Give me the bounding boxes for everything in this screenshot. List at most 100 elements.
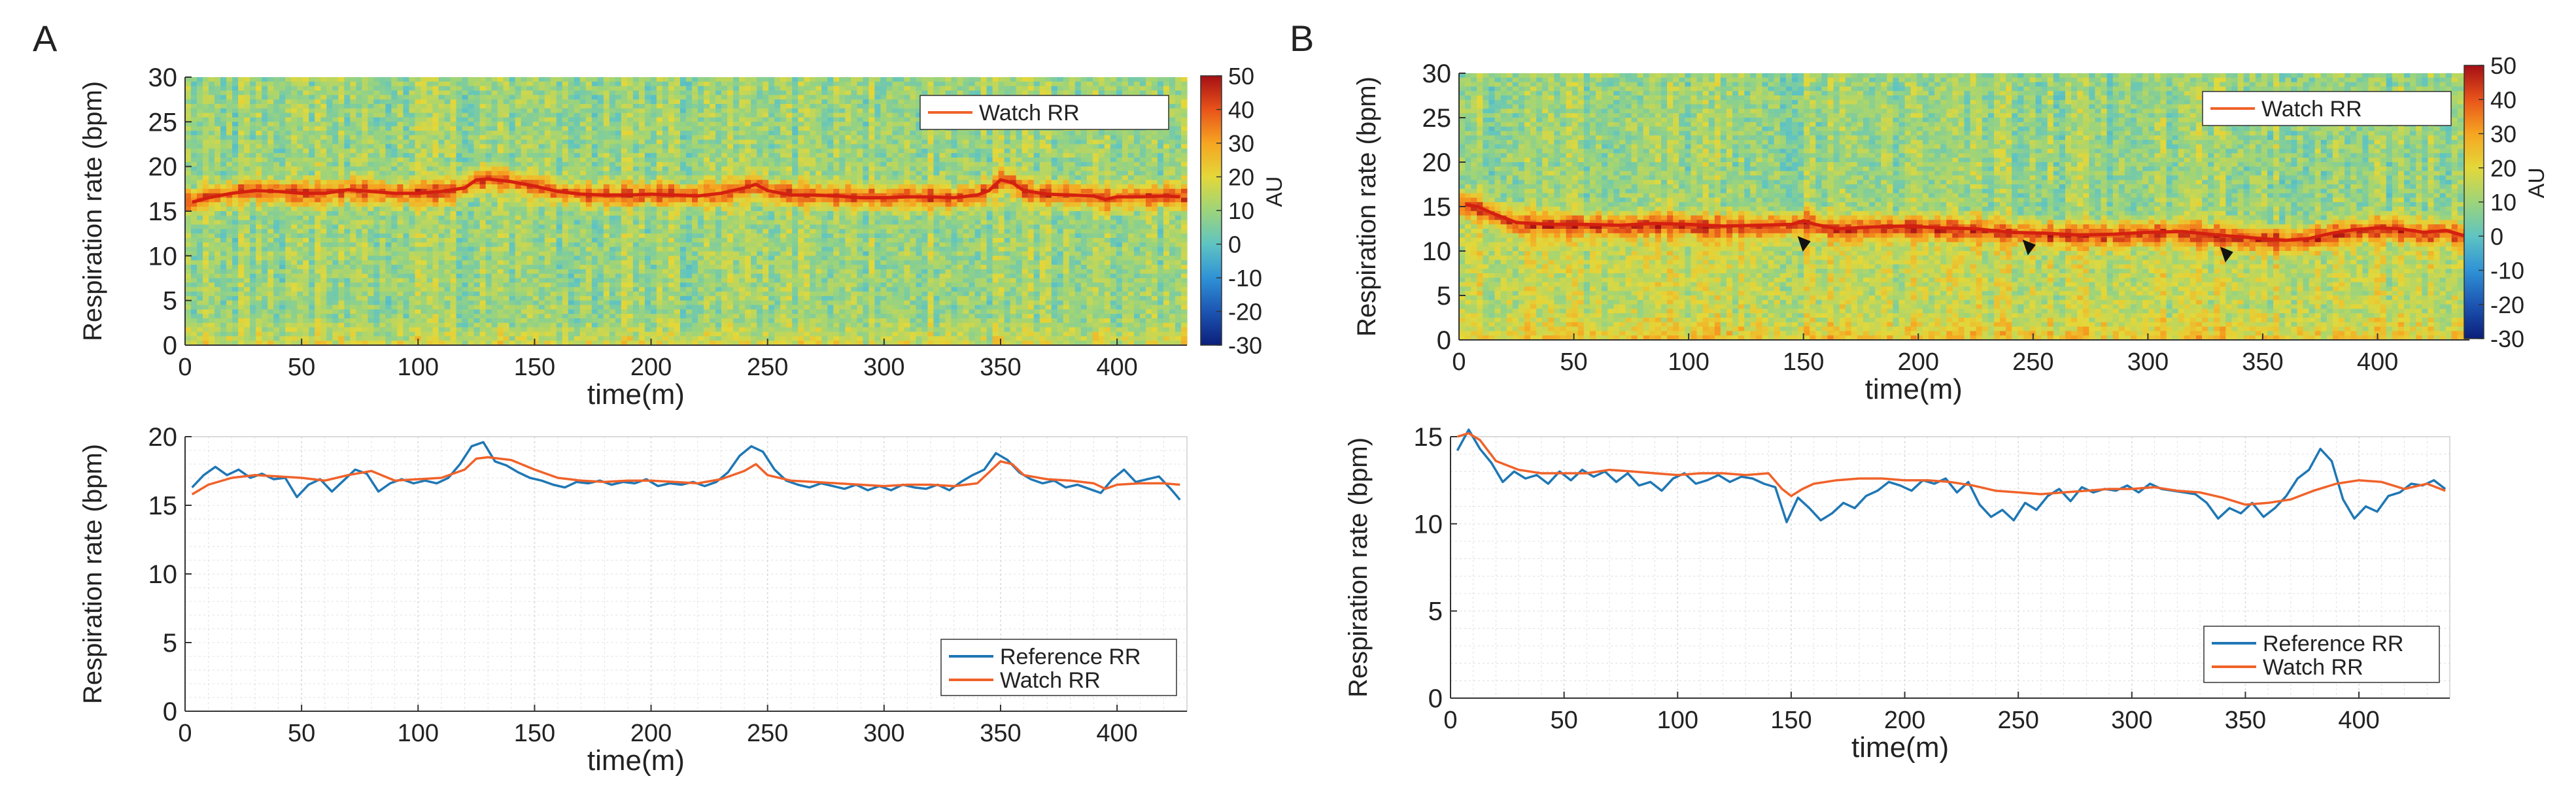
heatmap-cell: [538, 242, 545, 248]
heatmap-cell: [603, 336, 610, 341]
heatmap-cell: [338, 314, 345, 319]
heatmap-cell: [338, 309, 345, 314]
heatmap-cell: [432, 287, 439, 292]
heatmap-cell: [397, 251, 404, 256]
heatmap-cell: [226, 211, 233, 216]
heatmap-cell: [479, 238, 487, 243]
heatmap-cell: [485, 184, 492, 190]
heatmap-cell: [662, 126, 669, 131]
heatmap-cell: [344, 95, 351, 100]
heatmap-cell: [244, 269, 250, 275]
heatmap-cell: [373, 282, 380, 288]
heatmap-cell: [273, 238, 280, 243]
heatmap-cell: [521, 260, 528, 265]
heatmap-cell: [479, 81, 487, 87]
heatmap-cell: [262, 144, 268, 149]
heatmap-cell: [291, 193, 298, 199]
heatmap-cell: [215, 233, 221, 239]
heatmap-cell: [456, 300, 463, 306]
heatmap-cell: [468, 305, 475, 310]
heatmap-cell: [350, 211, 356, 216]
heatmap-cell: [385, 220, 392, 226]
heatmap-cell: [197, 260, 203, 265]
heatmap-cell: [267, 341, 274, 346]
heatmap-cell: [250, 77, 256, 82]
heatmap-cell: [656, 233, 663, 239]
heatmap-cell: [379, 144, 386, 149]
heatmap-cell: [309, 144, 315, 149]
heatmap-cell: [509, 135, 516, 141]
heatmap-cell: [550, 260, 557, 265]
heatmap-cell: [332, 166, 339, 172]
heatmap-cell: [209, 300, 215, 306]
heatmap-cell: [544, 287, 551, 292]
heatmap-cell: [232, 260, 239, 265]
heatmap-cell: [297, 322, 303, 328]
heatmap-cell: [562, 233, 569, 239]
heatmap-cell: [315, 300, 321, 306]
heatmap-cell: [262, 99, 268, 105]
heatmap-cell: [668, 305, 675, 310]
heatmap-cell: [538, 108, 545, 114]
heatmap-cell: [409, 108, 416, 114]
heatmap-cell: [462, 256, 469, 261]
heatmap-cell: [538, 336, 545, 341]
heatmap-cell: [479, 273, 487, 279]
heatmap-cell: [462, 336, 469, 341]
heatmap-cell: [497, 331, 504, 337]
heatmap-cell: [597, 341, 604, 346]
heatmap-cell: [185, 122, 192, 127]
heatmap-cell: [250, 158, 256, 163]
heatmap-cell: [320, 153, 327, 158]
heatmap-cell: [473, 153, 481, 158]
heatmap-cell: [409, 171, 416, 176]
heatmap-cell: [603, 265, 610, 270]
heatmap-cell: [397, 158, 404, 163]
heatmap-cell: [556, 341, 563, 346]
heatmap-cell: [250, 135, 256, 141]
heatmap-cell: [250, 327, 256, 333]
heatmap-cell: [668, 81, 675, 87]
heatmap-cell: [297, 341, 303, 346]
heatmap-cell: [421, 197, 428, 203]
heatmap-cell: [432, 322, 439, 328]
heatmap-cell: [385, 341, 392, 346]
heatmap-cell: [462, 341, 469, 346]
heatmap-cell: [232, 318, 239, 324]
heatmap-cell: [379, 314, 386, 319]
heatmap-cell: [244, 224, 250, 229]
heatmap-cell: [550, 90, 557, 95]
heatmap-cell: [326, 269, 333, 275]
heatmap-cell: [256, 314, 262, 319]
heatmap-cell: [362, 282, 368, 288]
heatmap-cell: [521, 341, 528, 346]
heatmap-cell: [450, 108, 457, 114]
heatmap-cell: [450, 238, 457, 243]
heatmap-cell: [344, 99, 351, 105]
heatmap-cell: [603, 86, 610, 92]
heatmap-cell: [232, 95, 239, 100]
heatmap-cell: [462, 246, 469, 252]
heatmap-cell: [279, 77, 286, 82]
heatmap-cell: [403, 180, 410, 185]
heatmap-cell: [409, 188, 416, 194]
heatmap-cell: [338, 242, 345, 248]
heatmap-cell: [503, 300, 510, 306]
heatmap-cell: [603, 81, 610, 87]
heatmap-cell: [497, 318, 504, 324]
heatmap-cell: [603, 99, 610, 105]
heatmap-cell: [668, 233, 675, 239]
heatmap-cell: [562, 193, 569, 199]
heatmap-cell: [468, 336, 475, 341]
heatmap-cell: [473, 287, 481, 292]
heatmap-cell: [632, 95, 640, 100]
heatmap-cell: [627, 233, 634, 239]
heatmap-cell: [450, 77, 457, 82]
heatmap-cell: [297, 95, 303, 100]
heatmap-cell: [627, 331, 634, 337]
heatmap-cell: [238, 158, 245, 163]
heatmap-cell: [279, 158, 286, 163]
heatmap-cell: [632, 341, 640, 346]
heatmap-cell: [456, 233, 463, 239]
heatmap-cell: [603, 158, 610, 163]
